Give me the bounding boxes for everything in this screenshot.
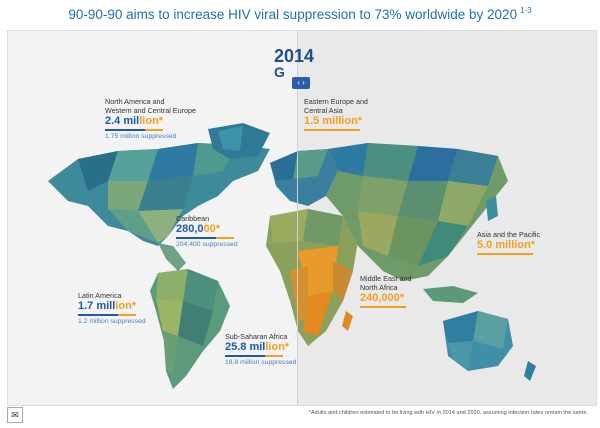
region-name: Latin America — [78, 291, 122, 300]
region-value: 25.8 million* — [225, 341, 290, 353]
value-underline — [304, 129, 360, 131]
region-name: Caribbean — [176, 214, 210, 223]
region-value: 240,000* — [360, 292, 405, 304]
compare-slider-icon[interactable]: ‹ › — [292, 77, 310, 89]
region-suppressed: 1.2 million suppressed — [78, 318, 146, 325]
value-underline — [176, 237, 234, 239]
value-underline — [78, 314, 136, 316]
region-value: 1.7 million* — [78, 300, 137, 312]
compare-divider[interactable] — [297, 31, 298, 405]
region-value: 280,000* — [176, 223, 221, 235]
page-title: 90-90-90 aims to increase HIV viral supp… — [68, 6, 532, 22]
footnote: *Adults and children estimated to be liv… — [308, 410, 588, 416]
region-latin-america[interactable]: Latin America 1.7 million* 1.2 million s… — [78, 291, 146, 326]
region-north-america[interactable]: North America and Western and Central Eu… — [105, 97, 196, 141]
value-underline — [477, 253, 533, 255]
year-label-secondary: G — [274, 64, 285, 80]
region-suppressed: 18.8 million suppressed — [225, 359, 297, 366]
value-underline — [360, 306, 406, 308]
region-middle-east[interactable]: Middle East and North Africa 240,000* — [360, 274, 412, 308]
region-name: Asia and the Pacific — [477, 230, 541, 239]
value-underline — [225, 355, 283, 357]
value-underline — [105, 129, 163, 131]
region-name: Sub-Saharan Africa — [225, 332, 288, 341]
region-name: North America and Western and Central Eu… — [105, 97, 196, 115]
region-value: 2.4 million* — [105, 115, 164, 127]
region-sub-saharan-africa[interactable]: Sub-Saharan Africa 25.8 million* 18.8 mi… — [225, 332, 296, 367]
envelope-icon[interactable]: ✉ — [7, 407, 23, 423]
title-references: 1-3 — [520, 6, 532, 15]
year-label: 2014 — [274, 46, 315, 66]
world-map — [48, 123, 536, 389]
region-eastern-europe[interactable]: Eastern Europe and Central Asia 1.5 mill… — [304, 97, 368, 131]
region-value: 5.0 million* — [477, 239, 536, 251]
region-name: Middle East and North Africa — [360, 274, 412, 292]
region-asia-pacific[interactable]: Asia and the Pacific 5.0 million* — [477, 230, 540, 255]
region-caribbean[interactable]: Caribbean 280,000* 204,400 suppressed — [176, 214, 238, 249]
region-suppressed: 204,400 suppressed — [176, 241, 238, 248]
region-value: 1.5 million* — [304, 115, 363, 127]
region-name: Eastern Europe and Central Asia — [304, 97, 368, 115]
map-panel: 2014 G ‹ › North America and Western and… — [7, 30, 597, 406]
region-suppressed: 1.75 million suppressed — [105, 133, 177, 140]
